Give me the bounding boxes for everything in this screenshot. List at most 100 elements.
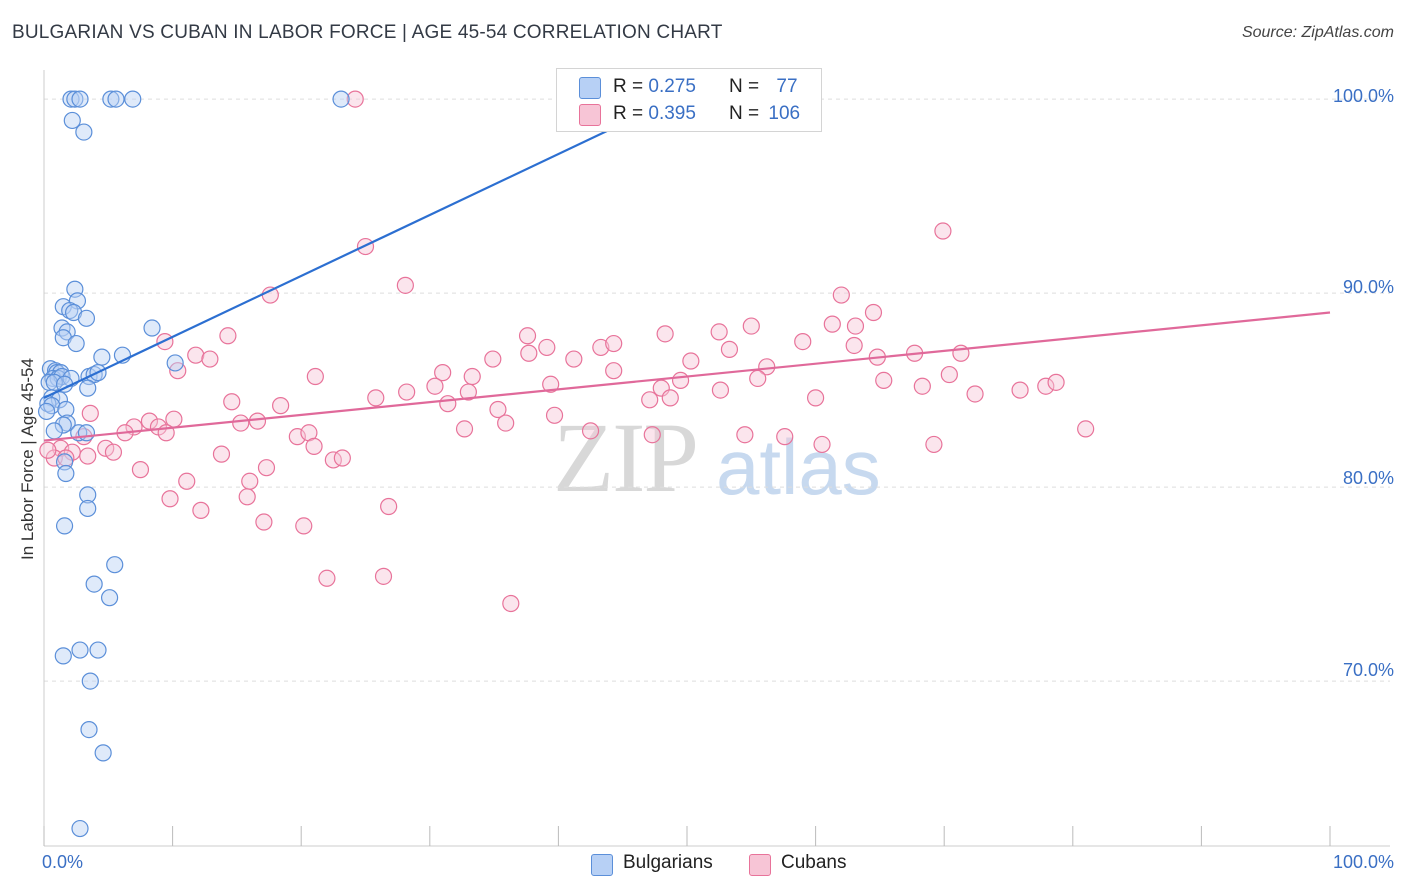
x-tick-label: 100.0% [1332,852,1394,872]
cuban-point [913,377,931,395]
cuban-point [178,472,196,490]
cuban-point [489,400,507,419]
cuban-point [39,441,57,459]
cuban-point [966,385,984,403]
y-tick-label: 80.0% [1342,468,1394,488]
axes [43,70,1390,847]
cuban-point [520,344,538,362]
legend-n: N = 106 [729,103,800,125]
bulgarian-point [89,641,107,659]
r-value: 0.395 [648,103,696,124]
cuban-point [459,383,477,401]
bulgarian-point [37,402,56,421]
bulgarian-point [107,90,125,108]
r-value: 0.275 [648,76,696,97]
bulgarian-point [85,575,103,593]
source-credit: Source: ZipAtlas.com [1241,24,1394,41]
cuban-point [925,435,943,454]
n-label: N = [729,103,760,124]
bulgarian-point [79,499,97,518]
n-label: N = [729,76,760,97]
n-value: 106 [768,103,801,124]
cuban-point [518,327,537,345]
cuban-point [934,222,952,240]
cuban-point [161,490,179,508]
y-tick-label: 90.0% [1342,277,1394,297]
cuban-point [720,340,739,358]
cuban-point [845,336,863,355]
cuban-point [864,303,883,322]
cuban-trend-line [43,311,1331,442]
bulgarian-point [45,422,63,440]
bulgarian-point [77,309,96,327]
bulgarian-point [54,416,72,434]
bulgarian-trend-line [43,88,696,399]
bulgarian-point [71,819,89,838]
cuban-point [813,435,831,454]
cuban-point [497,414,515,432]
bulgarian-point [62,90,80,108]
cuban-point [794,333,812,351]
bulgarian-point [54,647,72,665]
cuban-point [346,90,364,108]
cuban-point [439,395,457,413]
trend-lines [43,88,1331,442]
cuban-point [776,428,794,446]
cuban-point [219,327,237,345]
cuban-point [306,367,324,386]
bulgarian-swatch [579,77,601,99]
cuban-swatch [749,854,771,876]
bulgarian-point [77,424,96,442]
cuban-point [643,426,661,444]
bulgarian-point [57,464,75,483]
cuban-point [396,276,414,294]
cuban-point [380,497,398,516]
cuban-point [97,439,115,457]
bulgarian-point [67,334,85,353]
r-label: R = [613,103,644,124]
bulgarian-point [71,90,89,108]
bulgarian-point [106,556,124,574]
cuban-point [238,488,256,506]
cuban-point [192,501,210,519]
cuban-point [711,381,730,399]
cuban-point [661,389,679,407]
legend-r: R = 0.395 [613,103,696,125]
cuban-point [248,412,267,430]
bulgarian-point [81,672,99,690]
cuban-point [426,377,444,395]
cuban-point [1011,381,1029,399]
cuban-point [832,286,850,304]
bulgarian-point [75,123,93,141]
cuban-point [333,449,351,467]
bulgarian-point [124,90,142,108]
cuban-point [545,406,564,424]
cuban-point [641,391,659,409]
x-tick-label: 0.0% [42,852,84,872]
cuban-point [374,567,393,585]
cuban-point [232,414,250,432]
correlation-legend: R = 0.275 N = 77 R = 0.395 N = 106 [556,68,822,132]
n-value: 77 [776,76,798,97]
cuban-point [463,367,481,386]
bulgarian-point [79,379,97,397]
legend-n: N = 77 [729,76,798,98]
cuban-point [605,334,623,353]
cuban-point [671,371,690,389]
bulgarian-point [332,90,350,108]
cuban-point [223,393,241,411]
bulgarian-point [66,90,84,108]
cuban-point [455,420,474,438]
bulgarian-points [37,90,350,838]
cuban-point [806,389,825,407]
cuban-point [131,461,150,479]
cuban-point [846,317,865,335]
r-label: R = [613,76,644,97]
cuban-point [749,369,767,388]
cuban-point [241,472,259,490]
cuban-point [940,365,958,384]
bulgarian-point [79,486,97,504]
cuban-point [272,397,290,415]
cuban-point [1047,373,1065,391]
